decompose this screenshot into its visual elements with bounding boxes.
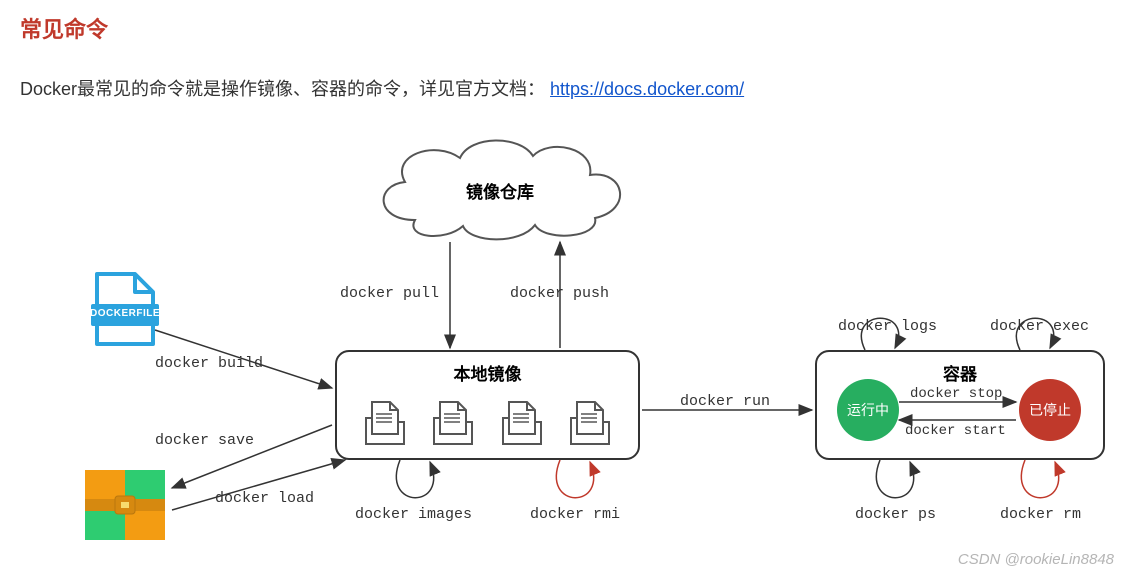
- cmd-exec: docker exec: [990, 318, 1089, 335]
- cmd-build: docker build: [155, 355, 263, 372]
- image-doc-icon: [569, 398, 611, 446]
- running-label: 运行中: [847, 400, 889, 420]
- watermark: CSDN @rookieLin8848: [958, 551, 1114, 568]
- running-state: 运行中: [837, 379, 899, 441]
- subtitle: Docker最常见的命令就是操作镜像、容器的命令，详见官方文档： https:/…: [20, 75, 744, 101]
- cmd-ps: docker ps: [855, 506, 936, 523]
- cmd-save: docker save: [155, 432, 254, 449]
- local-images-title: 本地镜像: [337, 360, 638, 385]
- image-doc-icon: [432, 398, 474, 446]
- cmd-images: docker images: [355, 506, 472, 523]
- dockerfile-label: DOCKERFILE: [90, 308, 160, 319]
- image-doc-row: [337, 398, 638, 446]
- cmd-load: docker load: [215, 490, 314, 507]
- dockerfile-icon: DOCKERFILE: [80, 270, 170, 348]
- stopped-state: 已停止: [1019, 379, 1081, 441]
- cmd-push: docker push: [510, 285, 609, 302]
- cmd-pull: docker pull: [340, 285, 439, 302]
- cmd-run: docker run: [680, 393, 770, 410]
- docs-link[interactable]: https://docs.docker.com/: [550, 79, 744, 99]
- cmd-stop: docker stop: [910, 386, 1002, 402]
- cmd-start: docker start: [905, 423, 1006, 439]
- image-doc-icon: [501, 398, 543, 446]
- cmd-logs: docker logs: [838, 318, 937, 335]
- local-images-box: 本地镜像: [335, 350, 640, 460]
- cmd-rm: docker rm: [1000, 506, 1081, 523]
- registry-label: 镜像仓库: [365, 178, 635, 203]
- cmd-rmi: docker rmi: [530, 506, 620, 523]
- archive-icon: [85, 470, 165, 540]
- image-doc-icon: [364, 398, 406, 446]
- subtitle-text: Docker最常见的命令就是操作镜像、容器的命令，详见官方文档：: [20, 79, 545, 99]
- stopped-label: 已停止: [1029, 400, 1071, 420]
- page-title: 常见命令: [20, 12, 108, 44]
